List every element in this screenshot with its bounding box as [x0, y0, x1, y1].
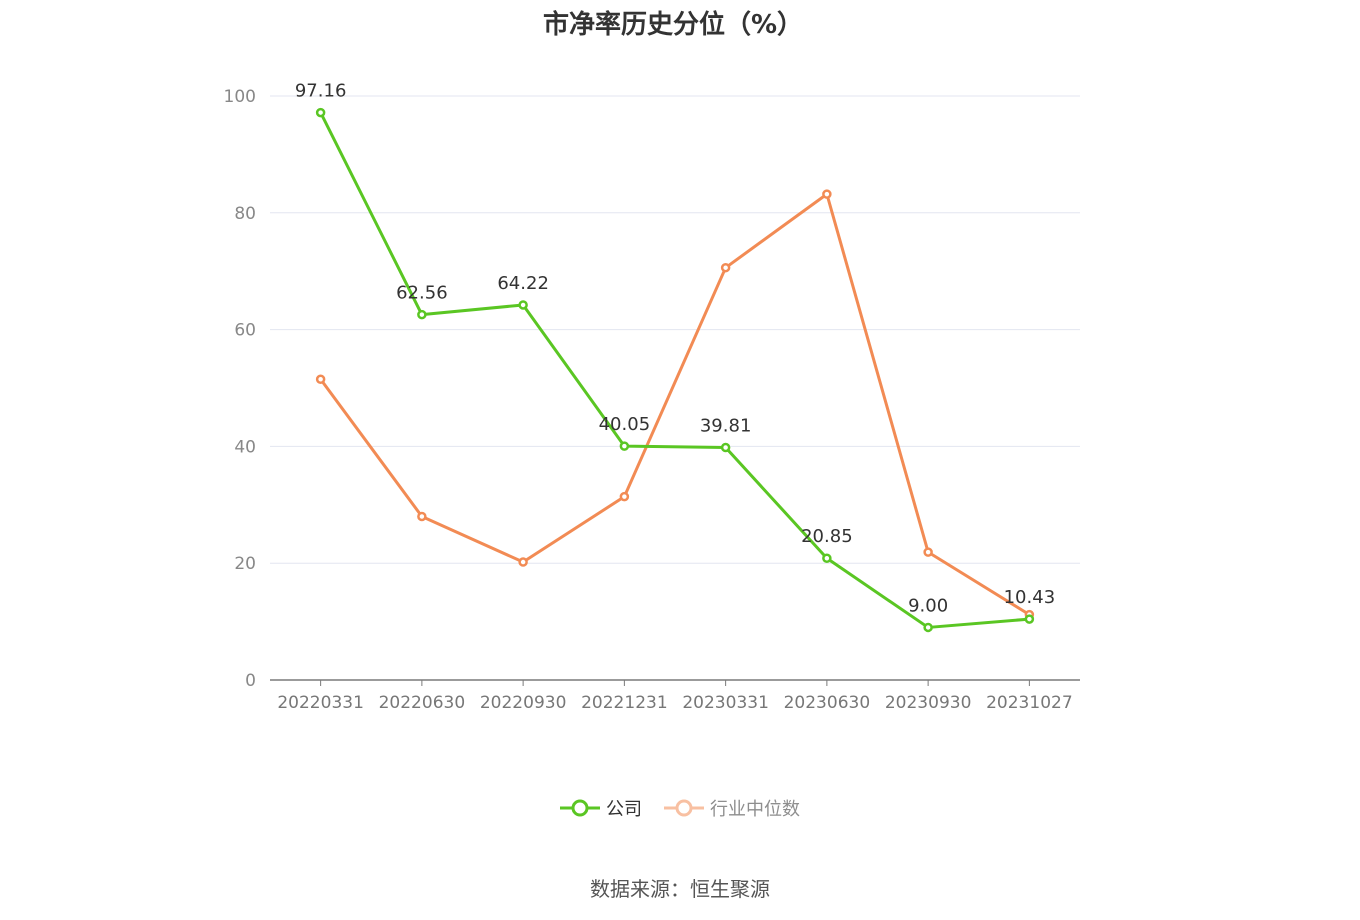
legend-industry-line-icon	[664, 799, 704, 817]
data-label-company: 39.81	[700, 416, 752, 437]
y-tick-label: 0	[245, 671, 256, 691]
data-point-industry-median[interactable]	[315, 374, 326, 384]
y-tick-label: 40	[234, 437, 256, 457]
data-point-industry-median[interactable]	[417, 511, 427, 522]
y-tick-label: 100	[224, 87, 256, 107]
data-point-company[interactable]	[1024, 614, 1035, 624]
axis-layer: 0 20 40 60 80 100 20220331 20220630 20220930 2022…	[224, 87, 1080, 713]
grid-layer	[270, 95, 1080, 564]
data-point-company[interactable]	[822, 553, 832, 563]
y-tick-label: 80	[234, 204, 256, 224]
x-tick-label: 20220630	[379, 693, 466, 713]
legend-item-company[interactable]: 公司	[560, 795, 642, 821]
chart-title: 市净率历史分位（%）	[542, 10, 804, 40]
legend-item-industry-median[interactable]: 行业中位数	[664, 795, 800, 821]
data-point-company[interactable]	[619, 441, 630, 451]
data-point-company[interactable]	[518, 300, 528, 310]
series-line-company	[319, 111, 1030, 629]
data-point-industry-median[interactable]	[822, 189, 832, 199]
legend-label-industry-median: 行业中位数	[710, 799, 800, 820]
x-tick-label: 20221231	[581, 693, 668, 713]
data-point-company[interactable]	[720, 442, 731, 453]
y-tick-label: 60	[234, 321, 256, 341]
data-point-company[interactable]	[315, 107, 326, 118]
data-point-industry-median[interactable]	[518, 557, 528, 567]
data-label-layer: 97.16 62.56 64.22 40.05 39.81 20.85 9.00 10.43	[295, 81, 1055, 617]
x-tick-label: 20230331	[682, 693, 769, 713]
data-point-industry-median[interactable]	[720, 262, 731, 273]
data-point-industry-median[interactable]	[619, 491, 630, 502]
x-tick-label: 20220331	[277, 693, 364, 713]
series-line-industry-median	[319, 192, 1031, 616]
data-label-company: 40.05	[599, 414, 651, 435]
legend-company-line-icon	[560, 799, 600, 817]
line-chart: 0 20 40 60 80 100 20220331 20220630 20220930 2022…	[224, 81, 1080, 713]
data-label-company: 10.43	[1004, 587, 1056, 608]
data-point-industry-median[interactable]	[923, 547, 933, 557]
data-label-company: 62.56	[396, 283, 448, 304]
data-label-company: 64.22	[497, 273, 549, 294]
x-tick-label: 20230930	[885, 693, 972, 713]
series-layer	[315, 107, 1035, 633]
data-label-company: 9.00	[908, 595, 948, 616]
data-source-note: 数据来源：恒生聚源	[590, 877, 770, 901]
data-point-company[interactable]	[923, 622, 933, 633]
data-label-company: 20.85	[801, 526, 853, 547]
data-label-company: 97.16	[295, 81, 347, 102]
legend: 公司 行业中位数	[0, 795, 1360, 821]
x-tick-label: 20220930	[480, 693, 567, 713]
data-point-company[interactable]	[417, 309, 427, 320]
x-tick-label: 20231027	[986, 693, 1073, 713]
x-tick-label: 20230630	[784, 693, 871, 713]
y-tick-label: 20	[234, 554, 256, 574]
legend-label-company: 公司	[606, 799, 642, 820]
